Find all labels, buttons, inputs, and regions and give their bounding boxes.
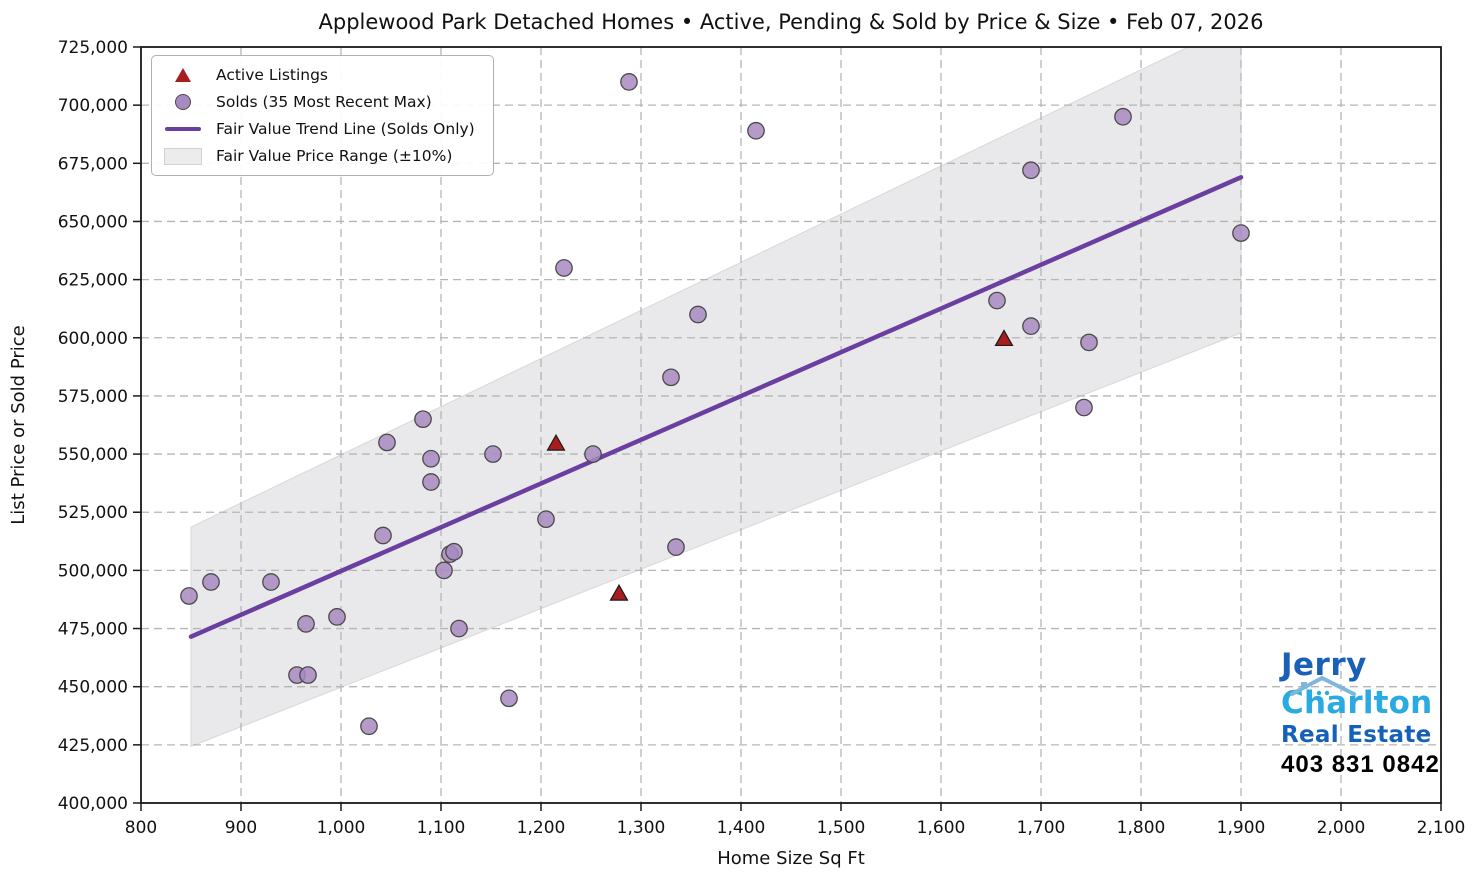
sold-point — [202, 573, 220, 591]
sold-point — [422, 449, 440, 468]
sold-point — [1080, 333, 1098, 352]
sold-point — [299, 666, 317, 684]
x-tick-label: 1,400 — [717, 818, 766, 838]
sold-point — [1075, 398, 1093, 417]
sold-point — [414, 410, 432, 429]
sold-point — [378, 433, 396, 452]
legend-marker-band-icon — [164, 147, 202, 165]
legend-item-label: Fair Value Price Range (±10%) — [216, 147, 453, 165]
sold-point — [620, 73, 638, 91]
x-tick-label: 2,100 — [1417, 818, 1466, 838]
sold-point — [584, 445, 602, 463]
plot-border — [140, 46, 1442, 804]
sold-point — [450, 619, 468, 638]
x-tick-label: 2,000 — [1317, 818, 1366, 838]
house-roof-icon — [1290, 675, 1356, 696]
brand-name-last: Charlton — [1281, 685, 1433, 721]
sold-point — [500, 689, 518, 708]
legend-item-label: Active Listings — [216, 66, 329, 84]
sold-point — [374, 526, 392, 545]
y-tick-label: 475,000 — [58, 620, 128, 640]
y-tick-label: 725,000 — [58, 38, 128, 58]
y-axis-label: List Price or Sold Price — [8, 325, 29, 524]
sold-point — [328, 608, 346, 626]
sold-point — [988, 291, 1006, 310]
legend-item: Solds (35 Most Recent Max) — [164, 93, 475, 111]
x-tick-label: 1,100 — [417, 818, 466, 838]
sold-point — [360, 717, 378, 736]
legend-item: Fair Value Price Range (±10%) — [164, 147, 475, 165]
legend-marker-line-icon — [164, 126, 202, 132]
sold-point — [484, 445, 502, 463]
legend-item-label: Fair Value Trend Line (Solds Only) — [216, 120, 475, 138]
sold-point — [1022, 317, 1040, 335]
y-tick-label: 650,000 — [58, 212, 128, 232]
legend-item-label: Solds (35 Most Recent Max) — [216, 93, 432, 111]
active-listing-point — [994, 329, 1014, 347]
trend-line — [188, 175, 1244, 639]
active-listing-point — [609, 583, 629, 601]
brand-name-first: Jerry — [1281, 647, 1367, 683]
legend-item: Active Listings — [164, 66, 475, 84]
y-tick-label: 525,000 — [58, 503, 128, 523]
chart-legend: Active Listings Solds (35 Most Recent Max… — [151, 55, 494, 176]
chart-title: Applewood Park Detached Homes • Active, … — [318, 10, 1264, 34]
sold-point — [1022, 161, 1040, 180]
y-tick-label: 550,000 — [58, 445, 128, 465]
sold-point — [262, 573, 280, 591]
sold-point — [297, 615, 315, 633]
x-tick-label: 1,300 — [617, 818, 666, 838]
y-tick-label: 425,000 — [58, 736, 128, 756]
legend-marker-scatter-circle-icon — [164, 94, 202, 110]
x-tick-label: 1,600 — [917, 818, 966, 838]
sold-point — [537, 510, 555, 529]
x-tick-label: 1,500 — [817, 818, 866, 838]
brand-phone: 403 831 0842 — [1281, 751, 1440, 778]
sold-point — [747, 121, 765, 140]
x-tick-label: 1,900 — [1217, 818, 1266, 838]
y-tick-label: 700,000 — [58, 96, 128, 116]
x-tick-label: 1,800 — [1117, 818, 1166, 838]
sold-point — [445, 542, 463, 561]
x-axis-label: Home Size Sq Ft — [717, 848, 865, 869]
sold-point — [180, 587, 198, 605]
y-tick-label: 675,000 — [58, 154, 128, 174]
y-tick-label: 600,000 — [58, 329, 128, 349]
legend-item: Fair Value Trend Line (Solds Only) — [164, 120, 475, 138]
active-listing-point — [546, 433, 566, 451]
y-tick-label: 625,000 — [58, 271, 128, 291]
x-tick-label: 1,700 — [1017, 818, 1066, 838]
brand-tagline: Real Estate — [1281, 722, 1432, 748]
sold-point — [689, 305, 707, 324]
sold-point — [1114, 107, 1132, 126]
y-tick-label: 500,000 — [58, 561, 128, 581]
sold-point — [667, 538, 685, 556]
legend-marker-scatter-triangle-icon — [164, 68, 202, 82]
x-tick-label: 900 — [225, 818, 257, 838]
sold-point — [435, 561, 453, 580]
x-tick-label: 800 — [125, 818, 157, 838]
y-tick-label: 400,000 — [58, 794, 128, 814]
sold-point — [662, 368, 680, 387]
brand-logo: Jerry Charlton Real Estate 403 831 0842 — [1281, 650, 1451, 777]
y-tick-label: 575,000 — [58, 387, 128, 407]
sold-point — [422, 473, 440, 491]
sold-point — [1232, 224, 1250, 242]
x-tick-label: 1,000 — [317, 818, 366, 838]
x-tick-label: 1,200 — [517, 818, 566, 838]
sold-point — [555, 259, 573, 277]
y-tick-label: 450,000 — [58, 678, 128, 698]
